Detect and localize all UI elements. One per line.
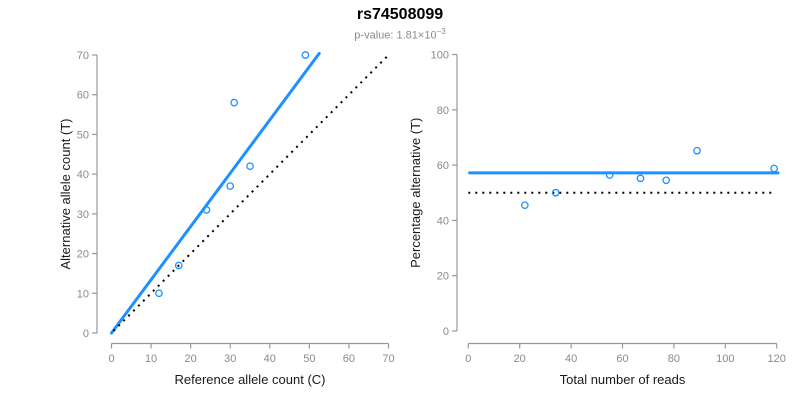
y-tick-label: 40 — [77, 169, 89, 181]
y-axis-title: Alternative allele count (T) — [58, 118, 73, 269]
plot-allele-counts: 0 10 20 30 40 50 60 70 Reference allele count (C… — [58, 50, 395, 387]
x-tick-label: 20 — [514, 353, 526, 365]
page-title: rs74508099 — [356, 6, 444, 23]
data-point — [202, 206, 211, 214]
y-tick-label: 30 — [77, 209, 89, 221]
y-tick-label: 80 — [437, 105, 449, 117]
y-tick-label: 60 — [77, 90, 89, 102]
data-point — [605, 171, 614, 179]
x-tick-label: 100 — [716, 353, 734, 365]
x-axis: 0 10 20 30 40 50 60 70 Reference allele count (C… — [108, 342, 395, 387]
plot-percentage-vs-reads: 0 20 40 60 80 100 120 Total number of reads 0 20 4… — [408, 50, 786, 388]
x-tick-label: 10 — [145, 353, 157, 365]
x-tick-label: 60 — [616, 353, 628, 365]
data-point — [174, 261, 183, 270]
x-axis-title: Reference allele count (C) — [174, 372, 325, 387]
x-axis: 0 20 40 60 80 100 120 Total number of reads — [465, 342, 786, 387]
data-point — [230, 98, 239, 107]
x-tick-label: 0 — [108, 353, 114, 365]
x-tick-label: 40 — [264, 353, 276, 365]
data-point — [662, 176, 671, 185]
data-point — [636, 174, 645, 183]
y-axis-title: Percentage alternative (T) — [408, 118, 423, 268]
fit-line — [110, 51, 321, 335]
x-tick-label: 20 — [185, 353, 197, 365]
y-tick-label: 0 — [83, 328, 89, 340]
y-tick-label: 0 — [443, 326, 449, 338]
data-point — [246, 162, 254, 171]
y-tick-label: 20 — [437, 271, 449, 283]
y-tick-label: 10 — [77, 288, 89, 300]
data-points — [155, 51, 310, 298]
data-point — [520, 201, 529, 210]
data-point — [301, 51, 310, 59]
data-point — [770, 164, 778, 173]
y-axis: 0 20 40 60 80 100 Percentage alternative (T) — [408, 50, 458, 338]
x-tick-label: 50 — [303, 353, 315, 365]
pvalue-exponent: −3 — [436, 27, 446, 36]
y-tick-label: 40 — [437, 215, 449, 227]
x-axis-title: Total number of reads — [560, 372, 686, 387]
y-tick-label: 70 — [77, 50, 89, 62]
data-points — [520, 146, 778, 210]
y-tick-label: 60 — [437, 160, 449, 172]
y-tick-label: 50 — [77, 129, 89, 141]
data-point — [155, 289, 163, 298]
x-tick-label: 0 — [465, 353, 471, 365]
data-point — [226, 182, 235, 190]
x-tick-label: 40 — [565, 353, 577, 365]
x-tick-label: 80 — [668, 353, 680, 365]
pvalue-text: p-value: 1.81×10 — [354, 29, 437, 42]
identity-line — [112, 54, 390, 332]
y-axis: 0 10 20 30 40 50 60 70 Alternative allele count … — [58, 50, 98, 340]
x-tick-label: 60 — [343, 353, 355, 365]
y-tick-label: 20 — [77, 249, 89, 261]
x-tick-label: 30 — [224, 353, 236, 365]
x-tick-label: 70 — [382, 353, 394, 365]
y-tick-label: 100 — [431, 50, 449, 62]
data-point — [693, 146, 701, 155]
data-point — [551, 188, 560, 197]
x-tick-label: 120 — [768, 353, 786, 365]
page-subtitle: p-value: 1.81×10−3 — [0, 27, 800, 42]
